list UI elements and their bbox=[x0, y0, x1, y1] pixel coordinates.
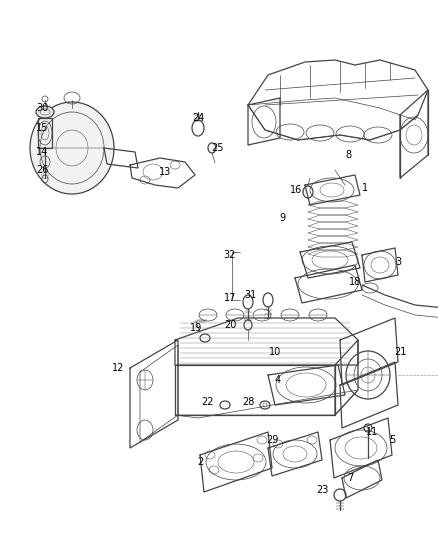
Text: 19: 19 bbox=[190, 323, 202, 333]
Text: 12: 12 bbox=[112, 363, 124, 373]
Text: 3: 3 bbox=[395, 257, 401, 267]
Text: 28: 28 bbox=[242, 397, 254, 407]
Text: 2: 2 bbox=[197, 457, 203, 467]
Text: 11: 11 bbox=[366, 427, 378, 437]
Text: 15: 15 bbox=[36, 123, 48, 133]
Text: 5: 5 bbox=[389, 435, 395, 445]
Text: 8: 8 bbox=[345, 150, 351, 160]
Text: 7: 7 bbox=[347, 473, 353, 483]
Text: 14: 14 bbox=[36, 147, 48, 157]
Text: 10: 10 bbox=[269, 347, 281, 357]
Text: 21: 21 bbox=[394, 347, 406, 357]
Text: 23: 23 bbox=[316, 485, 328, 495]
Ellipse shape bbox=[36, 106, 54, 118]
Text: 32: 32 bbox=[224, 250, 236, 260]
Text: 9: 9 bbox=[279, 213, 285, 223]
Text: 13: 13 bbox=[159, 167, 171, 177]
Text: 1: 1 bbox=[362, 183, 368, 193]
Text: 20: 20 bbox=[224, 320, 236, 330]
Text: 29: 29 bbox=[266, 435, 278, 445]
Text: 17: 17 bbox=[224, 293, 236, 303]
Text: 30: 30 bbox=[36, 103, 48, 113]
Text: 26: 26 bbox=[36, 165, 48, 175]
Text: 22: 22 bbox=[202, 397, 214, 407]
Text: 18: 18 bbox=[349, 277, 361, 287]
Text: 4: 4 bbox=[275, 375, 281, 385]
Text: 31: 31 bbox=[244, 290, 256, 300]
Text: 16: 16 bbox=[290, 185, 302, 195]
Text: 24: 24 bbox=[192, 113, 204, 123]
Ellipse shape bbox=[30, 102, 114, 194]
Text: 25: 25 bbox=[212, 143, 224, 153]
